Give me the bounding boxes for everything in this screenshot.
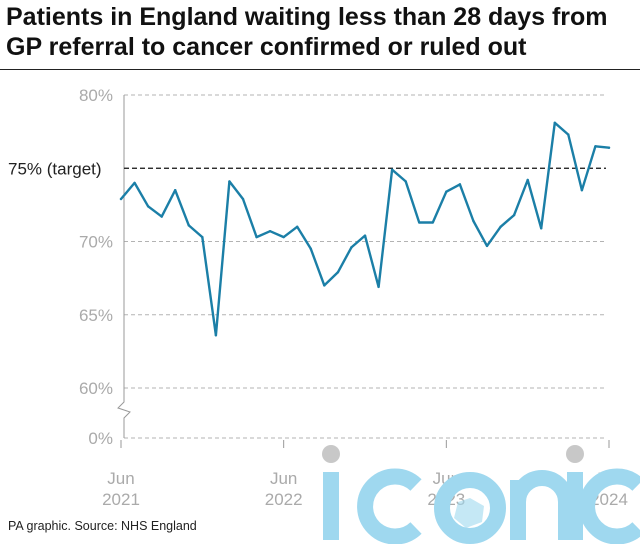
- data-point: [458, 183, 462, 186]
- data-point: [201, 235, 204, 239]
- data-point: [309, 247, 312, 251]
- data-point: [268, 230, 272, 233]
- data-point: [594, 145, 597, 148]
- y-tick-label: 0%: [88, 429, 113, 448]
- series-line: [119, 121, 611, 337]
- data-point: [499, 225, 502, 229]
- data-point: [540, 227, 543, 230]
- series-layer: [119, 121, 611, 337]
- data-point: [431, 221, 434, 224]
- data-point: [296, 225, 299, 229]
- data-point: [485, 244, 489, 248]
- data-point: [282, 235, 285, 239]
- x-tick-label: Jun: [270, 469, 297, 488]
- data-point: [404, 180, 407, 183]
- data-point: [187, 224, 190, 227]
- watermark-logo: iconic: [318, 440, 640, 549]
- y-tick-label: 80%: [79, 86, 113, 105]
- y-axis-break: [117, 95, 131, 438]
- data-point: [133, 181, 136, 185]
- data-point: [146, 205, 150, 208]
- x-tick-year: 2021: [102, 490, 140, 509]
- data-point: [228, 180, 231, 183]
- data-point: [390, 168, 394, 171]
- x-tick-year: 2024: [590, 490, 628, 509]
- data-point: [336, 271, 340, 274]
- data-point: [377, 285, 380, 289]
- data-point: [607, 146, 611, 149]
- source-note: PA graphic. Source: NHS England: [8, 519, 197, 533]
- data-point: [323, 284, 326, 287]
- data-point: [160, 215, 163, 218]
- y-tick-label: 65%: [79, 306, 113, 325]
- chart-title: Patients in England waiting less than 28…: [6, 3, 608, 61]
- data-point: [445, 190, 448, 193]
- data-point: [119, 197, 123, 201]
- data-point: [255, 235, 258, 239]
- x-tick-label: Jun: [107, 469, 134, 488]
- y-tick-label: 70%: [79, 233, 113, 252]
- data-point: [418, 221, 421, 224]
- data-point: [363, 234, 367, 237]
- data-point: [580, 189, 584, 192]
- data-point: [241, 197, 245, 201]
- title-divider: [0, 69, 640, 70]
- data-point: [512, 213, 516, 217]
- data-point: [526, 178, 529, 182]
- data-point: [472, 219, 475, 223]
- grid-layer: [124, 94, 606, 439]
- y-axis-ticks: 80% 70% 65% 60% 0%: [79, 86, 113, 448]
- y-tick-label: 60%: [79, 379, 113, 398]
- x-tick-year: 2022: [265, 490, 303, 509]
- target-layer: 75% (target): [8, 159, 606, 178]
- target-label: 75% (target): [8, 159, 102, 178]
- data-point: [567, 133, 570, 136]
- data-point: [214, 334, 218, 337]
- data-point: [174, 189, 177, 192]
- data-point: [553, 121, 556, 125]
- data-point: [350, 246, 353, 249]
